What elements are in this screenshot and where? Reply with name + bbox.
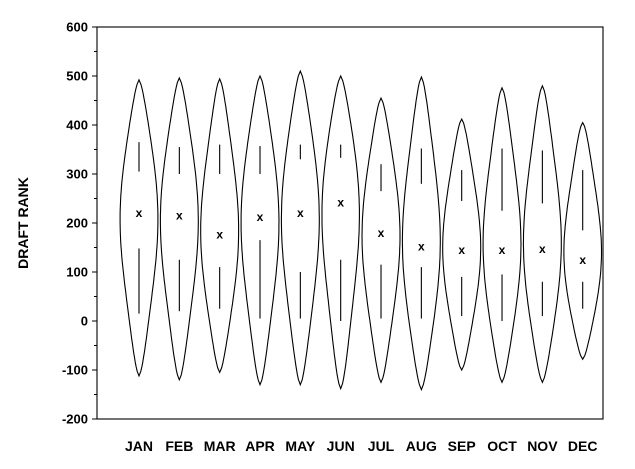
violin-jun <box>321 74 360 391</box>
violin-feb <box>159 76 199 382</box>
mean-marker-may: x <box>297 206 304 220</box>
y-axis: -200 -100 0 100 200 300 400 500 600 <box>62 20 97 427</box>
plot-frame <box>96 26 604 420</box>
mean-marker-feb: x <box>176 209 183 223</box>
mean-marker-jun: x <box>337 195 344 209</box>
plot-area: x x x x x x x x x x x x <box>119 69 603 392</box>
y-tick-label-3: 100 <box>66 265 88 280</box>
y-tick-label-0: -200 <box>62 412 88 427</box>
violin-jan <box>119 78 159 378</box>
x-tick-label-mar: MAR <box>204 438 236 454</box>
y-tick-label-6: 400 <box>66 118 88 133</box>
violin-nov <box>522 84 562 384</box>
x-axis: JAN FEB MAR APR MAY JUN JUL AUG SEP OCT NOV DEC <box>125 438 597 454</box>
x-tick-label-sep: SEP <box>448 438 476 454</box>
mean-marker-sep: x <box>458 243 465 257</box>
y-tick-label-4: 200 <box>66 216 88 231</box>
violin-may <box>280 69 320 387</box>
x-tick-label-jan: JAN <box>125 438 153 454</box>
violin-apr <box>240 74 280 387</box>
y-tick-label-8: 600 <box>66 20 88 35</box>
x-tick-label-dec: DEC <box>568 438 598 454</box>
y-tick-label-1: -100 <box>62 363 88 378</box>
mean-marker-jan: x <box>136 206 143 220</box>
mean-marker-nov: x <box>539 242 546 256</box>
y-axis-title: DRAFT RANK <box>15 177 31 269</box>
mean-marker-jul: x <box>378 226 385 240</box>
violin-sep <box>442 117 482 372</box>
x-tick-label-feb: FEB <box>165 438 193 454</box>
x-tick-label-jul: JUL <box>368 438 395 454</box>
mean-marker-dec: x <box>579 253 586 267</box>
mean-marker-apr: x <box>257 210 264 224</box>
violin-mar <box>200 77 240 374</box>
x-tick-label-apr: APR <box>245 438 275 454</box>
mean-marker-oct: x <box>499 243 506 257</box>
violin-dec <box>563 121 603 361</box>
x-tick-label-may: MAY <box>285 438 315 454</box>
y-tick-label-5: 300 <box>66 167 88 182</box>
violin-aug <box>401 75 441 392</box>
y-tick-label-2: 0 <box>81 314 88 329</box>
mean-marker-aug: x <box>418 240 425 254</box>
mean-marker-mar: x <box>216 227 223 241</box>
violin-oct <box>482 86 522 384</box>
x-tick-label-aug: AUG <box>406 438 437 454</box>
x-tick-label-jun: JUN <box>327 438 355 454</box>
x-tick-label-nov: NOV <box>527 438 558 454</box>
x-tick-label-oct: OCT <box>487 438 517 454</box>
y-tick-label-7: 500 <box>66 69 88 84</box>
violin-jul <box>361 96 401 384</box>
